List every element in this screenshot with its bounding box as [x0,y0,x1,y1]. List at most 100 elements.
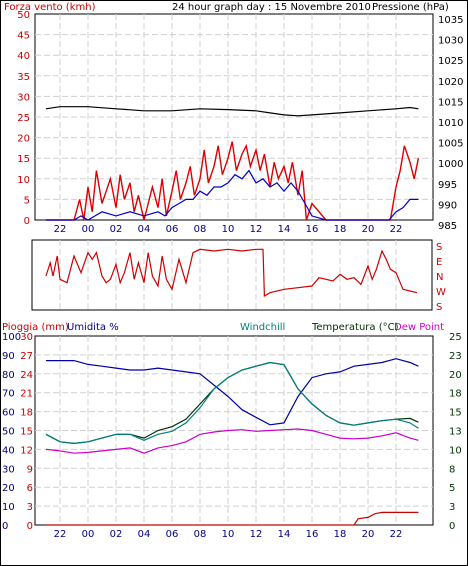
wind-speed-line [46,141,420,221]
humidity-line [46,358,419,426]
climate-x-tick-label: 10 [222,529,235,540]
pressure-tick-label: 1015 [438,97,463,108]
temperature-tick-label: 15 [449,408,462,419]
wind-x-tick-label: 16 [306,224,319,235]
humidity-tick-label: 100 [2,332,21,343]
windchill-legend-label: Windchill [240,322,285,333]
humidity-tick-label: 20 [2,483,15,494]
temperature-tick-label: 23 [449,351,462,362]
rain-tick-label: 24 [20,370,33,381]
windchill-line [45,361,419,445]
humidity-tick-label: 90 [2,351,15,362]
temperature-tick-label: 13 [449,427,462,438]
wind-tick-label: 10 [17,175,30,186]
temperature-tick-label: 0 [449,521,455,532]
humidity-tick-label: 70 [2,389,15,400]
temperature-line [45,361,419,445]
climate-x-tick-label: 00 [82,529,95,540]
wind-x-tick-label: 02 [110,224,123,235]
wind-tick-label: 5 [24,195,30,206]
wind-tick-label: 40 [17,51,30,62]
wind-x-tick-label: 10 [222,224,235,235]
humidity-tick-label: 40 [2,445,15,456]
climate-x-tick-label: 22 [54,529,67,540]
climate-x-tick-label: 04 [138,529,151,540]
wind-x-tick-label: 14 [278,224,291,235]
pressure-tick-label: 1025 [438,56,463,67]
rain-tick-label: 21 [20,389,33,400]
temperature-tick-label: 5 [449,483,455,494]
wind-x-tick-label: 12 [250,224,263,235]
pressure-tick-label: 995 [438,180,457,191]
wind-tick-label: 50 [17,10,30,21]
gust-line [46,169,419,221]
rain-tick-label: 18 [20,408,33,419]
rain-tick-label: 27 [20,351,33,362]
humidity-axis-label: Umidita % [67,322,119,333]
climate-x-tick-label: 12 [250,529,263,540]
rain-tick-label: 9 [27,464,33,475]
wind-tick-label: 35 [17,72,30,83]
pressure-tick-label: 1005 [438,139,463,150]
wind-tick-label: 15 [17,154,30,165]
wind-x-tick-label: 18 [334,224,347,235]
rain-tick-label: 0 [27,521,33,532]
wind-x-tick-label: 00 [82,224,95,235]
wind-x-tick-label: 08 [194,224,207,235]
climate-x-tick-label: 08 [194,529,207,540]
humidity-tick-label: 0 [2,521,8,532]
pressure-tick-label: 1020 [438,77,463,88]
wind-axis-label: Forza vento (kmh) [4,2,96,13]
wind-tick-label: 20 [17,134,30,145]
humidity-tick-label: 10 [2,502,15,513]
wind-x-tick-label: 22 [390,224,403,235]
temperature-tick-label: 3 [449,502,455,513]
wind-x-tick-label: 04 [138,224,151,235]
direction-tick-label: E [436,257,442,268]
climate-x-tick-label: 02 [110,529,123,540]
climate-x-tick-label: 18 [334,529,347,540]
rain-tick-label: 30 [20,332,33,343]
graph-title: 24 hour graph day : 15 Novembre 2010 [172,2,371,13]
pressure-tick-label: 1000 [438,159,463,170]
temperature-tick-label: 8 [449,464,455,475]
wind-direction-line [45,248,418,298]
pressure-tick-label: 1035 [438,15,463,26]
pressure-line [45,106,419,117]
temperature-tick-label: 10 [449,445,462,456]
direction-tick-label: W [436,287,446,298]
rain-tick-label: 15 [20,427,33,438]
wind-x-tick-label: 22 [54,224,67,235]
rain-axis-label: Pioggia (mm) [2,322,69,333]
wind-x-tick-label: 20 [362,224,375,235]
pressure-axis-label: Pressione (hPa) [372,2,449,13]
direction-tick-label: S [436,242,442,253]
wind-tick-label: 0 [24,216,30,227]
rain-tick-label: 12 [20,445,33,456]
climate-x-tick-label: 16 [306,529,319,540]
wind-tick-label: 45 [17,31,30,42]
direction-plot-border [31,239,433,311]
humidity-tick-label: 80 [2,370,15,381]
wind-tick-label: 25 [17,113,30,124]
direction-tick-label: N [436,272,443,283]
humidity-tick-label: 30 [2,464,15,475]
climate-panel: 3027242118151296301009080706050403020100… [2,322,462,540]
rain-tick-label: 3 [27,502,33,513]
pressure-tick-label: 1010 [438,118,463,129]
dewpoint-legend-label: Dew Point [394,322,444,333]
climate-x-tick-label: 20 [362,529,375,540]
dewpoint-line [45,428,419,454]
wind-tick-label: 30 [17,92,30,103]
pressure-tick-label: 1030 [438,36,463,47]
humidity-tick-label: 60 [2,408,15,419]
temperature-tick-label: 20 [449,370,462,381]
pressure-tick-label: 990 [438,200,457,211]
rain-line [46,511,419,526]
climate-x-tick-label: 14 [278,529,291,540]
temperature-tick-label: 25 [449,332,462,343]
